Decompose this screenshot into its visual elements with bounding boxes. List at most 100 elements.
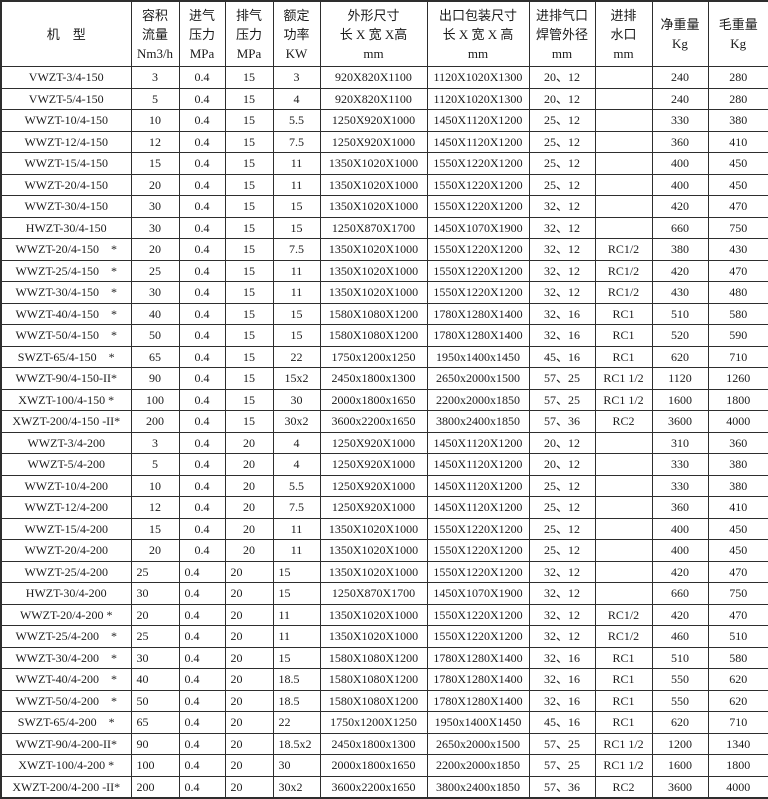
cell-pipe-od: 32、12 [529, 583, 595, 605]
cell-water-port [595, 561, 652, 583]
cell-model: WWZT-20/4-150 * [1, 239, 131, 261]
cell-model: WWZT-50/4-150 * [1, 325, 131, 347]
cell-flow: 25 [131, 626, 179, 648]
cell-water-port [595, 153, 652, 175]
cell-inlet-pressure: 0.4 [179, 432, 225, 454]
cell-package-dimensions: 3800x2400x1850 [427, 776, 529, 798]
cell-water-port: RC1 1/2 [595, 733, 652, 755]
cell-flow: 3 [131, 432, 179, 454]
cell-gross-weight: 1800 [708, 389, 768, 411]
cell-pipe-od: 25、12 [529, 518, 595, 540]
cell-package-dimensions: 1550X1220X1200 [427, 518, 529, 540]
cell-flow: 10 [131, 475, 179, 497]
cell-gross-weight: 450 [708, 540, 768, 562]
cell-power: 4 [273, 454, 320, 476]
cell-package-dimensions: 1550X1220X1200 [427, 561, 529, 583]
header-line: 进气 [180, 6, 225, 25]
cell-model: XWZT-100/4-200 * [1, 755, 131, 777]
cell-power: 18.5 [273, 690, 320, 712]
cell-dimensions: 1250X920X1000 [320, 454, 427, 476]
cell-exhaust-pressure: 15 [225, 131, 273, 153]
cell-pipe-od: 20、12 [529, 432, 595, 454]
cell-pipe-od: 32、12 [529, 217, 595, 239]
header-line: 压力 [180, 25, 225, 44]
cell-exhaust-pressure: 20 [225, 733, 273, 755]
cell-dimensions: 1580X1080X1200 [320, 303, 427, 325]
header-line: 额定 [274, 6, 320, 25]
cell-gross-weight: 470 [708, 260, 768, 282]
cell-exhaust-pressure: 15 [225, 389, 273, 411]
cell-dimensions: 1250X920X1000 [320, 475, 427, 497]
cell-dimensions: 1350X1020X1000 [320, 626, 427, 648]
cell-net-weight: 420 [652, 196, 708, 218]
cell-model: WWZT-12/4-150 [1, 131, 131, 153]
cell-model: WWZT-3/4-200 [1, 432, 131, 454]
cell-gross-weight: 4000 [708, 411, 768, 433]
cell-model: WWZT-15/4-150 [1, 153, 131, 175]
cell-package-dimensions: 1550X1220X1200 [427, 196, 529, 218]
cell-exhaust-pressure: 20 [225, 540, 273, 562]
cell-package-dimensions: 1450X1120X1200 [427, 131, 529, 153]
cell-dimensions: 2000x1800x1650 [320, 389, 427, 411]
cell-water-port [595, 540, 652, 562]
cell-pipe-od: 25、12 [529, 153, 595, 175]
cell-exhaust-pressure: 20 [225, 583, 273, 605]
cell-gross-weight: 470 [708, 561, 768, 583]
cell-power: 18.5x2 [273, 733, 320, 755]
header-line: mm [530, 44, 595, 63]
cell-flow: 50 [131, 690, 179, 712]
cell-flow: 65 [131, 346, 179, 368]
cell-net-weight: 620 [652, 712, 708, 734]
header-line: 出口包装尺寸 [428, 6, 529, 25]
cell-package-dimensions: 1550X1220X1200 [427, 282, 529, 304]
cell-gross-weight: 410 [708, 131, 768, 153]
cell-water-port [595, 196, 652, 218]
cell-dimensions: 1750x1200x1250 [320, 346, 427, 368]
cell-flow: 40 [131, 669, 179, 691]
cell-gross-weight: 620 [708, 690, 768, 712]
cell-dimensions: 1250X920X1000 [320, 432, 427, 454]
cell-pipe-od: 32、16 [529, 690, 595, 712]
cell-dimensions: 1350X1020X1000 [320, 540, 427, 562]
cell-package-dimensions: 1550X1220X1200 [427, 604, 529, 626]
cell-inlet-pressure: 0.4 [179, 690, 225, 712]
cell-water-port [595, 432, 652, 454]
cell-gross-weight: 710 [708, 346, 768, 368]
header-line: Kg [709, 34, 768, 53]
cell-gross-weight: 450 [708, 174, 768, 196]
cell-water-port [595, 217, 652, 239]
cell-inlet-pressure: 0.4 [179, 712, 225, 734]
cell-gross-weight: 450 [708, 518, 768, 540]
cell-gross-weight: 280 [708, 67, 768, 89]
cell-flow: 30 [131, 647, 179, 669]
cell-gross-weight: 750 [708, 217, 768, 239]
cell-gross-weight: 380 [708, 110, 768, 132]
cell-package-dimensions: 1450X1070X1900 [427, 217, 529, 239]
cell-package-dimensions: 1950x1400X1450 [427, 712, 529, 734]
cell-flow: 15 [131, 518, 179, 540]
cell-pipe-od: 57、25 [529, 389, 595, 411]
cell-pipe-od: 25、12 [529, 497, 595, 519]
header-model: 机 型 [1, 1, 131, 67]
cell-flow: 65 [131, 712, 179, 734]
cell-flow: 40 [131, 303, 179, 325]
cell-model: VWZT-5/4-150 [1, 88, 131, 110]
cell-exhaust-pressure: 15 [225, 346, 273, 368]
cell-power: 11 [273, 626, 320, 648]
cell-exhaust-pressure: 20 [225, 776, 273, 798]
cell-package-dimensions: 1450X1120X1200 [427, 475, 529, 497]
cell-gross-weight: 410 [708, 497, 768, 519]
cell-model: WWZT-15/4-200 [1, 518, 131, 540]
cell-gross-weight: 380 [708, 454, 768, 476]
cell-pipe-od: 57、25 [529, 368, 595, 390]
